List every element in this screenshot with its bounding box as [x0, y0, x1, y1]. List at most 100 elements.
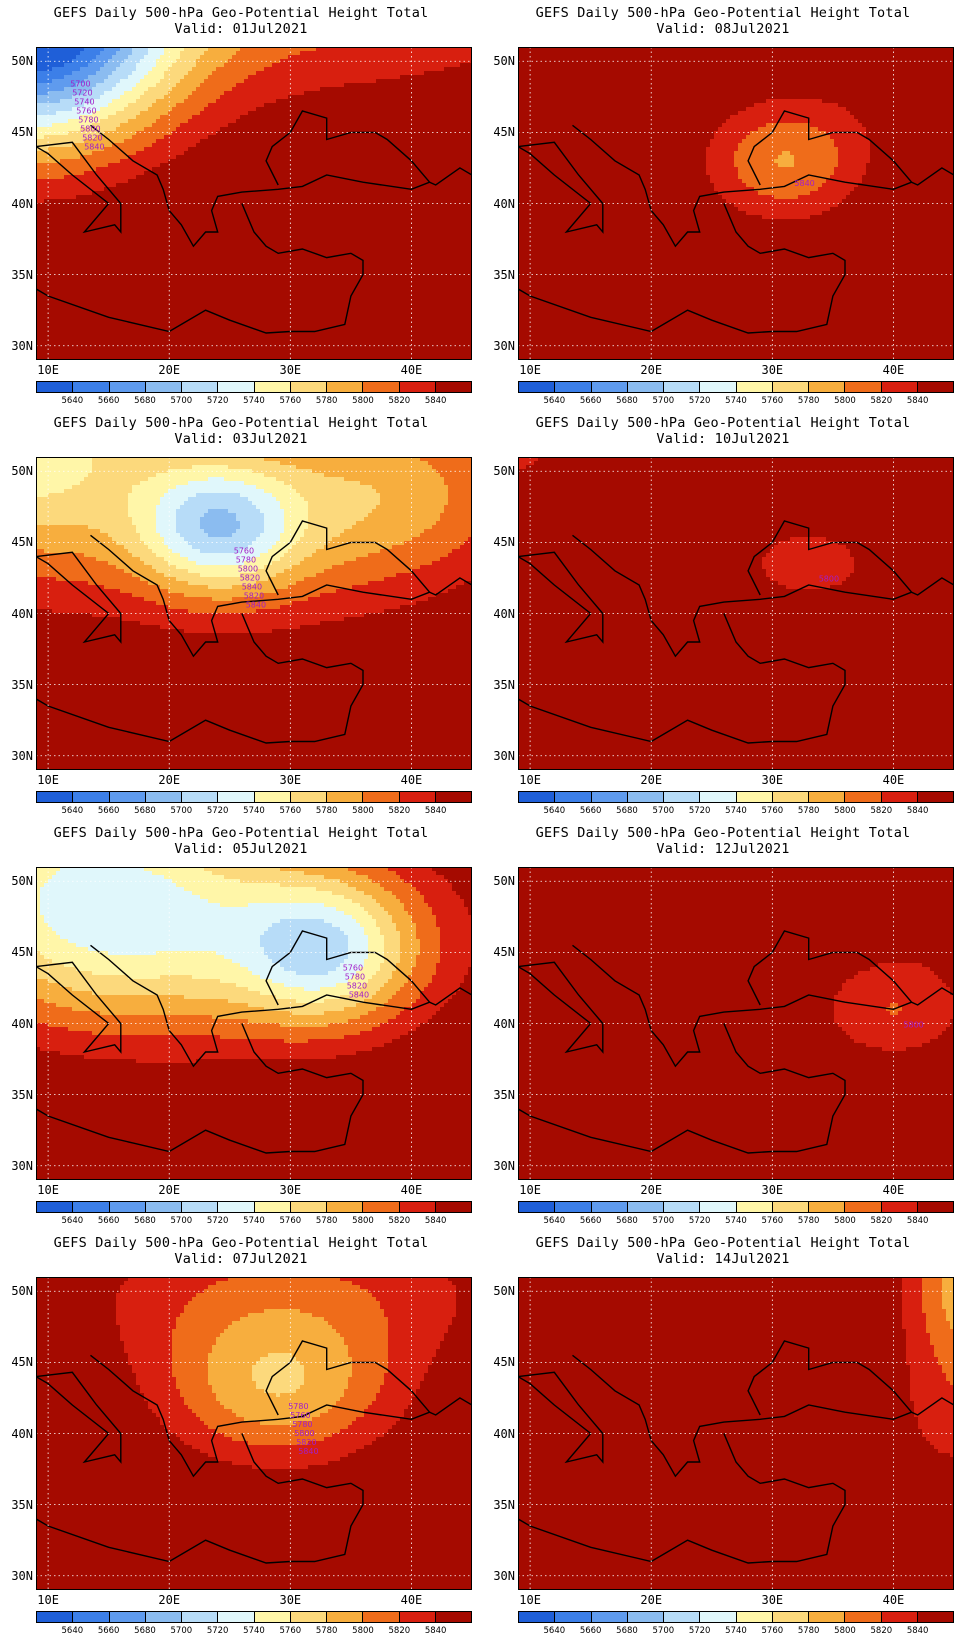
colorbar-level-label: 5680: [607, 1216, 647, 1226]
panel-valid-date: Valid: 12Jul2021: [482, 841, 964, 857]
map-panel-08jul2021: GEFS Daily 500-hPa Geo-Potential Height …: [482, 0, 964, 410]
colorbar-swatch: [918, 1612, 953, 1622]
lon-label: 40E: [873, 364, 913, 376]
lon-label: 40E: [873, 1594, 913, 1606]
lon-label: 40E: [873, 1184, 913, 1196]
colorbar-swatch: [110, 1202, 146, 1212]
lat-label: 50N: [2, 465, 33, 477]
lat-label: 35N: [484, 679, 515, 691]
colorbar-level-label: 5840: [898, 1626, 938, 1636]
colorbar-level-label: 5700: [643, 1626, 683, 1636]
colorbar-swatch: [182, 1202, 218, 1212]
contour-label: 5820: [296, 1438, 316, 1447]
colorbar-swatch: [519, 1612, 555, 1622]
colorbar: [518, 381, 954, 393]
contour-label: 5760: [234, 546, 254, 555]
colorbar-level-label: 5780: [789, 396, 829, 406]
colorbar-level-label: 5780: [307, 1626, 347, 1636]
colorbar: [36, 381, 472, 393]
colorbar-level-label: 5740: [716, 1626, 756, 1636]
lat-label: 35N: [2, 269, 33, 281]
colorbar-swatch: [918, 1202, 953, 1212]
colorbar-swatch: [255, 1202, 291, 1212]
lon-label: 30E: [752, 1594, 792, 1606]
colorbar-level-label: 5680: [125, 396, 165, 406]
colorbar-level-label: 5740: [716, 1216, 756, 1226]
colorbar-level-label: 5700: [643, 806, 683, 816]
colorbar-level-label: 5720: [198, 396, 238, 406]
colorbar-swatch: [73, 792, 109, 802]
colorbar-level-label: 5740: [716, 396, 756, 406]
colorbar-swatch: [519, 792, 555, 802]
colorbar-level-label: 5840: [416, 396, 456, 406]
colorbar-swatch: [555, 1612, 591, 1622]
lat-label: 30N: [2, 750, 33, 762]
lat-label: 40N: [2, 608, 33, 620]
colorbar-level-label: 5820: [861, 806, 901, 816]
colorbar-level-label: 5720: [198, 806, 238, 816]
colorbar-swatch: [400, 382, 436, 392]
lat-label: 40N: [484, 198, 515, 210]
map-panel-14jul2021: GEFS Daily 500-hPa Geo-Potential Height …: [482, 1230, 964, 1640]
colorbar-level-label: 5740: [234, 1626, 274, 1636]
panel-title: GEFS Daily 500-hPa Geo-Potential Height …: [0, 415, 482, 431]
colorbar-swatch: [291, 1612, 327, 1622]
colorbar-level-label: 5800: [343, 1626, 383, 1636]
panel-title: GEFS Daily 500-hPa Geo-Potential Height …: [482, 415, 964, 431]
contour-label: 5760: [343, 963, 363, 972]
colorbar-swatch: [436, 792, 471, 802]
lon-label: 30E: [752, 1184, 792, 1196]
contour-label: 5840: [794, 179, 814, 188]
colorbar-level-label: 5800: [825, 1626, 865, 1636]
lon-label: 10E: [28, 364, 68, 376]
colorbar-swatch: [146, 382, 182, 392]
panel-valid-date: Valid: 10Jul2021: [482, 431, 964, 447]
lat-label: 40N: [484, 608, 515, 620]
colorbar-swatch: [918, 792, 953, 802]
colorbar-swatch: [182, 1612, 218, 1622]
lon-label: 40E: [391, 1594, 431, 1606]
colorbar-swatch: [664, 1612, 700, 1622]
colorbar-swatch: [400, 1202, 436, 1212]
colorbar-level-label: 5700: [643, 1216, 683, 1226]
colorbar-level-label: 5840: [898, 396, 938, 406]
colorbar-swatch: [110, 1612, 146, 1622]
colorbar-level-label: 5800: [343, 806, 383, 816]
lon-label: 30E: [270, 1594, 310, 1606]
colorbar-swatch: [882, 1612, 918, 1622]
lat-label: 50N: [2, 1285, 33, 1297]
colorbar-swatch: [363, 792, 399, 802]
colorbar-level-label: 5780: [307, 806, 347, 816]
lat-label: 35N: [2, 1499, 33, 1511]
colorbar-swatch: [918, 382, 953, 392]
contour-label: 5780: [236, 555, 256, 564]
colorbar-swatch: [218, 382, 254, 392]
lat-label: 30N: [2, 340, 33, 352]
contour-label: 5700: [70, 79, 90, 88]
contour-label: 5820: [347, 981, 367, 990]
lon-label: 40E: [391, 364, 431, 376]
lon-label: 40E: [391, 774, 431, 786]
panel-valid-date: Valid: 07Jul2021: [0, 1251, 482, 1267]
colorbar: [36, 1611, 472, 1623]
colorbar-level-label: 5820: [379, 396, 419, 406]
colorbar-level-label: 5800: [343, 396, 383, 406]
lon-label: 20E: [149, 1184, 189, 1196]
colorbar-level-label: 5700: [643, 396, 683, 406]
colorbar-level-label: 5800: [343, 1216, 383, 1226]
colorbar-level-label: 5700: [161, 1216, 201, 1226]
colorbar-level-label: 5640: [534, 1626, 574, 1636]
colorbar-swatch: [737, 1202, 773, 1212]
colorbar-swatch: [519, 1202, 555, 1212]
geopotential-height-map: 5800: [518, 867, 954, 1180]
contour-label: 5720: [72, 88, 92, 97]
panel-title: GEFS Daily 500-hPa Geo-Potential Height …: [482, 1235, 964, 1251]
colorbar: [36, 1201, 472, 1213]
contour-label: 5840: [298, 1447, 318, 1456]
colorbar-swatch: [845, 792, 881, 802]
colorbar-swatch: [218, 1612, 254, 1622]
geopotential-height-map: 5840: [518, 47, 954, 360]
colorbar-swatch: [664, 792, 700, 802]
colorbar-swatch: [809, 382, 845, 392]
lon-label: 20E: [631, 364, 671, 376]
